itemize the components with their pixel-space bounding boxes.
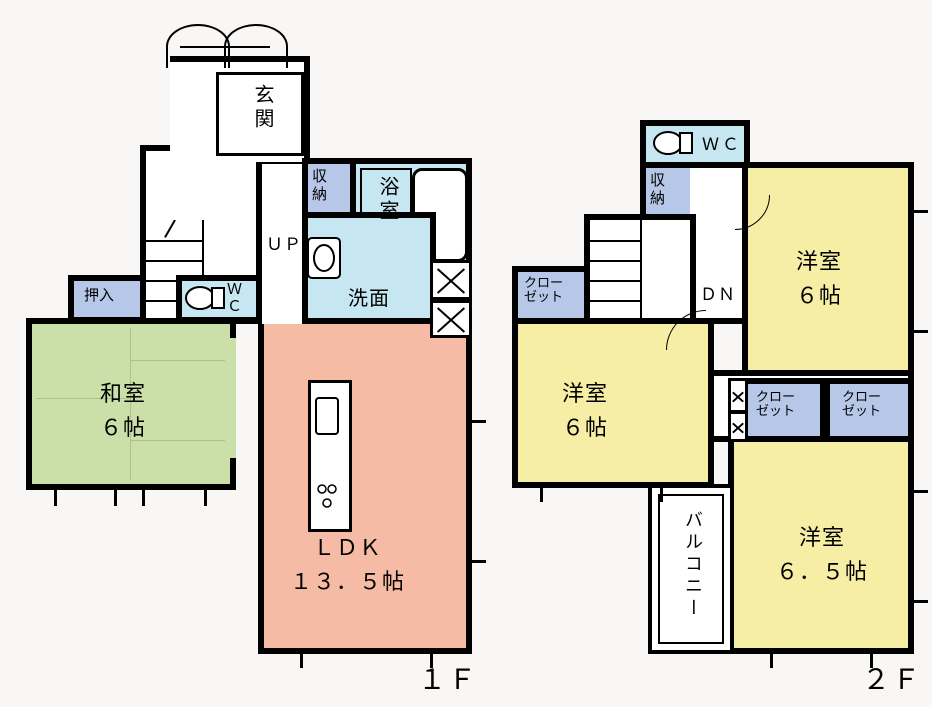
label-wc-2f: ＷＣ <box>702 130 742 155</box>
wall-opening <box>230 338 236 458</box>
label-closet-nw: クローゼット <box>524 276 563 305</box>
window-tick <box>114 490 117 506</box>
label-youshitsu-se: 洋室 ６．５帖 <box>776 520 868 586</box>
pillar-box <box>430 300 472 338</box>
window-tick <box>770 654 773 668</box>
label-storage-2f: 収納 <box>650 172 665 208</box>
label-ldk: ＬＤＫ １３．５帖 <box>290 530 405 596</box>
window-tick <box>142 490 145 506</box>
window-tick <box>204 490 207 506</box>
floorplan-canvas: ＬＤＫ １３．５帖 和室 ６帖 玄関 浴室 洗面 ＷＣ 収納 押入 ＵＰ １Ｆ <box>0 0 932 707</box>
label-oshiire: 押入 <box>84 288 114 305</box>
window-tick <box>472 420 486 423</box>
label-bath: 浴室 <box>373 176 402 224</box>
room-ldk <box>258 318 472 654</box>
pillar-box <box>728 411 748 442</box>
label-wash: 洗面 <box>348 282 390 311</box>
floor-tag-2f: ２Ｆ <box>862 658 922 698</box>
stairs-2f <box>584 214 696 324</box>
sink-icon <box>306 236 342 280</box>
label-up: ＵＰ <box>266 230 302 255</box>
window-tick <box>540 488 543 502</box>
label-youshitsu-nw: 洋室 ６帖 <box>562 376 608 442</box>
sink-kitchen-icon <box>314 396 340 436</box>
label-dn: ＤＮ <box>700 280 736 305</box>
floor-tag-1f: １Ｆ <box>418 658 478 698</box>
label-washitsu: 和室 ６帖 <box>100 376 146 442</box>
stove-icon <box>314 480 340 514</box>
window-tick <box>914 600 928 603</box>
label-genkan: 玄関 <box>248 84 277 132</box>
pillar-box <box>430 260 472 300</box>
pillar-box <box>728 378 748 413</box>
window-tick <box>54 490 57 506</box>
porch-arc <box>166 24 230 68</box>
window-tick <box>914 490 928 493</box>
label-youshitsu-ne: 洋室 ６帖 <box>796 244 842 310</box>
window-tick <box>914 330 928 333</box>
washitsu-grid <box>131 360 225 361</box>
window-tick <box>300 654 303 668</box>
storage-1f <box>302 158 356 218</box>
storage-2f <box>640 162 696 220</box>
toilet-icon-1f <box>180 280 228 316</box>
porch-arc <box>224 24 288 68</box>
label-storage-1f: 収納 <box>312 168 327 204</box>
window-tick <box>472 560 486 563</box>
toilet-icon-2f <box>648 126 696 160</box>
label-wc-1f: ＷＣ <box>227 282 242 315</box>
label-closet-se-a: クローゼット <box>756 390 795 419</box>
label-balcony: バルコニー <box>680 510 706 620</box>
label-closet-se-b: クローゼット <box>842 390 881 419</box>
window-tick <box>660 488 663 502</box>
window-tick <box>914 210 928 213</box>
